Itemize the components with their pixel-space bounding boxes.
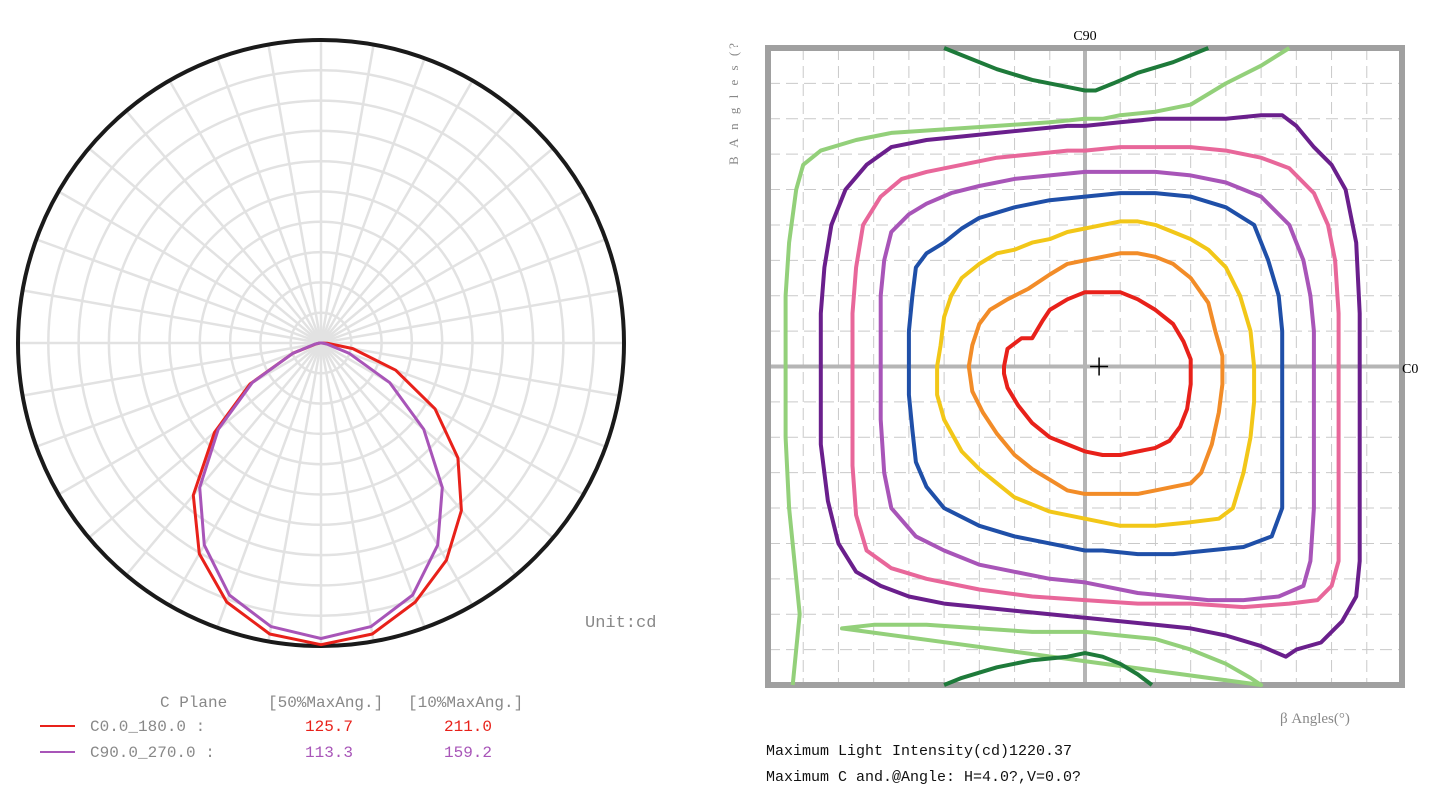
polar-series-curve xyxy=(198,341,444,640)
contour-line xyxy=(878,169,1316,603)
axis-top-label: C90 xyxy=(1073,29,1096,44)
unit-label: Unit:cd xyxy=(585,614,656,633)
polar-grid-spoke xyxy=(320,110,517,344)
contour-line xyxy=(935,219,1257,528)
legend-name-c0: C0.0_180.0 : xyxy=(90,718,205,736)
polar-grid-spoke xyxy=(88,147,322,344)
axis-right-label: C0 xyxy=(1402,362,1418,377)
polar-grid-spoke xyxy=(216,57,323,344)
info-line-1: Maximum Light Intensity(cd)1220.37 xyxy=(766,743,1072,760)
polar-grid-spoke xyxy=(320,342,517,576)
polar-grid-spoke xyxy=(320,341,620,397)
legend-header-cplane: C Plane xyxy=(160,694,227,712)
polar-grid-spoke xyxy=(320,341,607,448)
contour-frame xyxy=(765,45,1405,688)
polar-grid-spoke xyxy=(319,79,474,344)
contour-line xyxy=(840,622,1264,687)
y-axis-title: B A n g l e s (? xyxy=(726,40,741,165)
polar-legend: C Plane [50%MaxAng.] [10%MaxAng.] C0.0_1… xyxy=(40,694,523,762)
contour-line xyxy=(783,46,1291,686)
legend-header-50: [50%MaxAng.] xyxy=(268,694,383,712)
legend-name-c90: C90.0_270.0 : xyxy=(90,744,215,762)
polar-grid-spoke xyxy=(125,110,322,344)
polar-grid-spoke xyxy=(319,342,375,642)
polar-grid-spoke xyxy=(168,79,323,344)
legend-half-c90: 113.3 xyxy=(305,744,353,762)
polar-grid-spoke xyxy=(57,341,322,496)
legend-half-c0: 125.7 xyxy=(305,718,353,736)
contour-line xyxy=(818,113,1362,659)
polar-grid-spoke xyxy=(319,342,474,607)
legend-tenth-c90: 159.2 xyxy=(444,744,492,762)
contour-line xyxy=(1002,290,1193,457)
polar-grid-spoke xyxy=(168,342,323,607)
contour-line xyxy=(850,145,1341,610)
polar-grid-spoke xyxy=(267,342,323,642)
info-line-2: Maximum C and.@Angle: H=4.0?,V=0.0? xyxy=(766,769,1081,786)
polar-grid-spoke xyxy=(88,342,322,539)
polar-grid-spoke xyxy=(267,44,323,344)
polar-grid-spoke xyxy=(320,190,585,345)
isolux-contour-chart xyxy=(765,45,1405,688)
polar-grid-spoke xyxy=(320,342,554,539)
contour-line xyxy=(906,191,1285,557)
polar-grid-spoke xyxy=(216,342,323,629)
polar-grid-spoke xyxy=(320,147,554,344)
polar-grid-spoke xyxy=(125,342,322,576)
x-axis-title: β Angles(°) xyxy=(1280,711,1350,727)
polar-grid-spoke xyxy=(320,289,620,345)
polar-grid-spoke xyxy=(320,238,607,345)
legend-header-10: [10%MaxAng.] xyxy=(408,694,523,712)
polar-grid-spoke xyxy=(319,44,375,344)
polar-grid-spoke xyxy=(35,238,322,345)
contour-line xyxy=(943,46,1210,93)
polar-grid-spoke xyxy=(57,190,322,345)
polar-grid-spoke xyxy=(35,341,322,448)
contour-line xyxy=(966,251,1225,496)
polar-intensity-chart xyxy=(16,38,626,648)
polar-grid-spoke xyxy=(320,341,585,496)
polar-grid-spoke xyxy=(22,289,322,345)
polar-grid-spoke xyxy=(22,341,322,397)
polar-grid-spoke xyxy=(319,57,426,344)
polar-grid-spoke xyxy=(319,342,426,629)
legend-tenth-c0: 211.0 xyxy=(444,718,492,736)
contour-line xyxy=(943,651,1154,687)
